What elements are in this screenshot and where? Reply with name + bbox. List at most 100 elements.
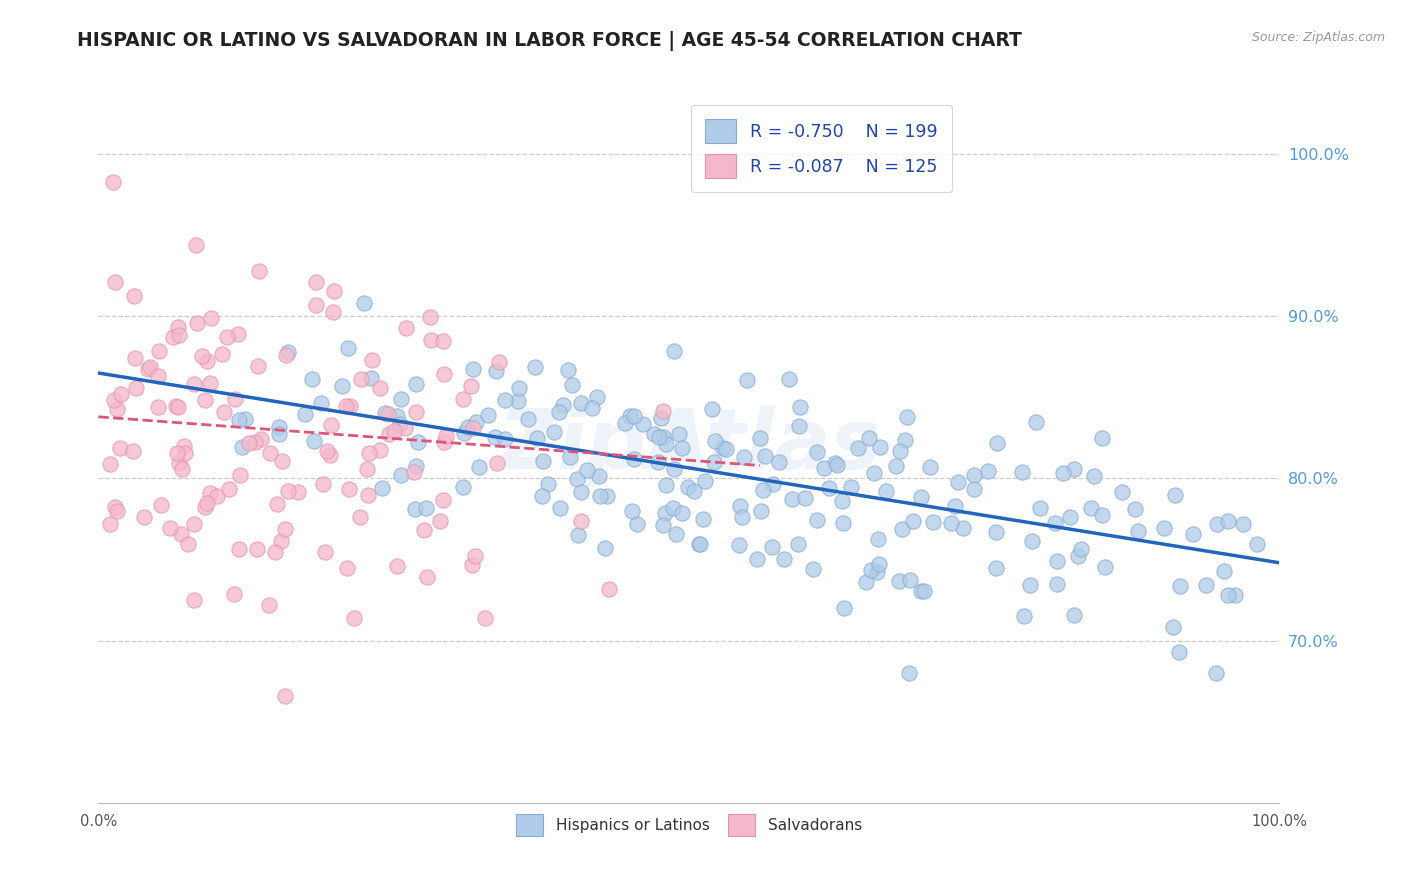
Point (474, 611, 496, 625)
Point (360, 370, 382, 384)
Point (124, 351, 146, 365)
Point (461, 558, 484, 572)
Point (1246, 537, 1268, 551)
Point (655, 477, 678, 491)
Point (858, 431, 880, 445)
Point (404, 502, 426, 516)
Point (986, 525, 1008, 540)
Point (166, 319, 188, 334)
Point (903, 514, 925, 528)
Point (259, 446, 281, 460)
Point (863, 466, 886, 480)
Point (652, 517, 675, 532)
Point (304, 434, 326, 449)
Point (405, 377, 427, 392)
Point (305, 297, 328, 311)
Point (621, 504, 644, 518)
Point (148, 400, 170, 414)
Point (831, 493, 853, 508)
Point (768, 455, 790, 469)
Point (749, 431, 772, 445)
Point (683, 484, 706, 499)
Point (548, 500, 571, 515)
Point (517, 411, 540, 425)
Point (824, 457, 846, 471)
Point (166, 446, 188, 460)
Point (433, 434, 456, 449)
Point (159, 521, 181, 535)
Point (1012, 608, 1035, 623)
Point (977, 463, 1000, 477)
Point (652, 404, 675, 418)
Point (172, 462, 194, 476)
Point (626, 516, 648, 531)
Point (896, 410, 918, 425)
Point (336, 561, 359, 575)
Point (415, 500, 437, 515)
Point (267, 419, 290, 434)
Point (309, 396, 332, 410)
Point (389, 392, 412, 406)
Point (1063, 608, 1085, 623)
Point (453, 426, 475, 441)
Point (274, 522, 297, 536)
Point (506, 393, 529, 408)
Point (356, 462, 378, 476)
Point (105, 504, 128, 518)
Point (167, 401, 190, 415)
Text: Source: ZipAtlas.com: Source: ZipAtlas.com (1251, 31, 1385, 45)
Point (224, 392, 246, 407)
Point (553, 398, 575, 412)
Point (484, 430, 506, 444)
Point (1111, 485, 1133, 500)
Point (910, 490, 932, 504)
Point (368, 381, 391, 395)
Point (186, 238, 208, 252)
Point (803, 562, 825, 576)
Point (408, 435, 430, 450)
Point (754, 449, 776, 463)
Point (1223, 588, 1246, 602)
Point (350, 372, 373, 386)
Point (598, 582, 620, 596)
Point (567, 472, 589, 486)
Point (531, 454, 554, 468)
Point (101, 175, 124, 189)
Point (571, 485, 593, 500)
Point (305, 276, 328, 290)
Point (170, 526, 193, 541)
Point (1080, 501, 1102, 516)
Point (526, 431, 548, 445)
Point (183, 517, 205, 532)
Point (218, 482, 240, 496)
Point (195, 496, 218, 510)
Point (1205, 517, 1227, 532)
Point (1063, 462, 1085, 476)
Point (274, 689, 297, 703)
Point (576, 463, 599, 477)
Point (537, 477, 560, 491)
Text: HISPANIC OR LATINO VS SALVADORAN IN LABOR FORCE | AGE 45-54 CORRELATION CHART: HISPANIC OR LATINO VS SALVADORAN IN LABO… (77, 31, 1022, 51)
Point (986, 435, 1008, 450)
Point (1045, 516, 1067, 531)
Point (183, 593, 205, 607)
Point (921, 515, 943, 529)
Point (912, 583, 935, 598)
Point (394, 421, 416, 435)
Point (623, 451, 645, 466)
Point (200, 310, 222, 325)
Point (194, 500, 217, 514)
Point (420, 333, 443, 347)
Point (952, 521, 974, 535)
Point (778, 372, 800, 386)
Point (453, 480, 475, 494)
Point (125, 381, 148, 395)
Point (1091, 508, 1114, 522)
Point (866, 566, 889, 580)
Point (963, 482, 986, 496)
Point (269, 427, 291, 442)
Point (136, 362, 159, 376)
Point (357, 488, 380, 502)
Point (132, 509, 155, 524)
Point (581, 401, 603, 415)
